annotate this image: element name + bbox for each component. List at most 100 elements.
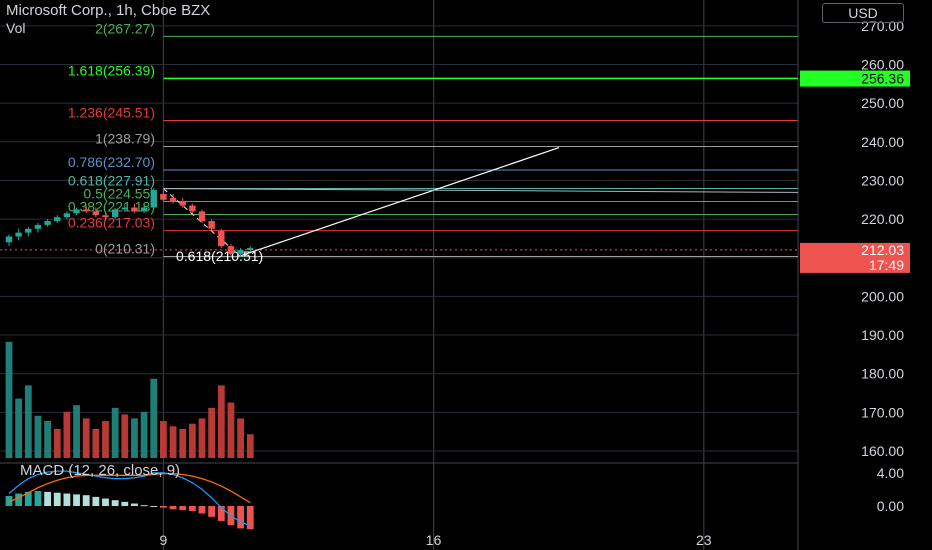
volume-bar bbox=[198, 418, 206, 458]
candle-body bbox=[208, 221, 215, 229]
candle-body bbox=[15, 232, 22, 237]
macd-tick-0: 4.00 bbox=[877, 465, 904, 481]
axis-bg bbox=[799, 0, 932, 550]
macd-hist-bar bbox=[217, 506, 225, 521]
volume-bar bbox=[92, 428, 100, 458]
dashed-line bbox=[163, 188, 241, 258]
candle-body bbox=[5, 236, 13, 243]
candle-body bbox=[63, 213, 71, 218]
candle-body bbox=[73, 209, 80, 214]
macd-hist-bar bbox=[237, 506, 244, 529]
currency-button[interactable]: USD bbox=[822, 3, 904, 23]
macd-hist-bar bbox=[15, 493, 23, 506]
volume-bar bbox=[73, 405, 80, 458]
macd-hist-bar bbox=[150, 506, 158, 507]
price-tick-5: 220.00 bbox=[861, 211, 904, 227]
fib-label-4: 0.786(232.70) bbox=[68, 154, 155, 170]
time-tick-2: 23 bbox=[696, 532, 712, 548]
candle-body bbox=[189, 205, 196, 212]
candle-body bbox=[25, 228, 32, 233]
macd-hist-bar bbox=[198, 506, 206, 514]
candle-body bbox=[54, 217, 61, 222]
macd-pane bbox=[5, 470, 254, 530]
macd-hist-bar bbox=[188, 506, 196, 511]
macd-hist-bar bbox=[208, 506, 216, 517]
candle-body bbox=[111, 209, 119, 218]
candle-body bbox=[218, 230, 225, 247]
macd-label[interactable]: MACD (12, 26, close, 9) bbox=[20, 462, 181, 479]
fib-label-5: 0.618(227.91) bbox=[68, 173, 155, 189]
candle-body bbox=[160, 193, 167, 200]
fib-label-0: 2(267.27) bbox=[95, 20, 155, 36]
volume-bar bbox=[179, 428, 187, 458]
last-price-label: 212.03 bbox=[861, 242, 904, 258]
fib-label-1: 1.618(256.39) bbox=[68, 62, 155, 78]
price-tick-3: 240.00 bbox=[861, 134, 904, 150]
volume-bar bbox=[63, 411, 71, 458]
volume-bar bbox=[131, 418, 138, 458]
price-tick-0: 270.00 bbox=[861, 18, 904, 34]
macd-hist-bar bbox=[44, 491, 51, 506]
macd-hist-bar bbox=[140, 505, 148, 507]
price-tick-2: 250.00 bbox=[861, 95, 904, 111]
volume-bar bbox=[227, 402, 235, 458]
candle-body bbox=[150, 190, 157, 208]
candle-body bbox=[227, 246, 235, 254]
fib-label-3: 1(238.79) bbox=[95, 130, 155, 146]
volume-bar bbox=[5, 341, 13, 458]
candle-body bbox=[169, 197, 177, 202]
time-axis[interactable]: 9 16 23 bbox=[160, 532, 712, 548]
volume-label: Vol bbox=[6, 20, 26, 36]
macd-hist-bar bbox=[34, 491, 42, 506]
volume-bar bbox=[140, 411, 148, 458]
candle-body bbox=[83, 209, 90, 212]
macd-tick-1: 0.00 bbox=[877, 498, 904, 514]
volume-bar bbox=[217, 385, 225, 458]
highlight-price: 256.36 bbox=[861, 71, 904, 87]
macd-hist-bar bbox=[160, 506, 167, 508]
last-price-box bbox=[800, 242, 910, 273]
macd-hist-bar bbox=[24, 491, 32, 506]
macd-hist-bar bbox=[169, 506, 177, 510]
time-tick-0: 9 bbox=[160, 532, 168, 548]
countdown-label: 17:49 bbox=[869, 257, 904, 273]
fib-label-6: 0.5(224.55) bbox=[83, 186, 155, 202]
macd-hist-bar bbox=[102, 498, 109, 506]
price-axis[interactable]: 270.00260.00250.00240.00230.00220.00210.… bbox=[799, 0, 932, 550]
candle-body bbox=[179, 201, 186, 206]
volume-bar bbox=[160, 421, 167, 458]
volume-bar bbox=[53, 428, 61, 458]
volume-bar bbox=[169, 426, 177, 458]
trend-line bbox=[240, 147, 560, 257]
macd-hist-bar bbox=[111, 500, 119, 506]
volume-bar bbox=[237, 418, 244, 458]
macd-hist-bar bbox=[92, 496, 100, 506]
candle-body bbox=[121, 207, 128, 210]
extended-line bbox=[163, 188, 799, 193]
macd-hist-bar bbox=[5, 496, 13, 506]
volume-bar bbox=[111, 407, 119, 458]
volume-bar bbox=[208, 407, 216, 458]
volume-bars bbox=[5, 341, 254, 458]
fib-label-9: 0(210.31) bbox=[95, 241, 155, 257]
candle-body bbox=[34, 224, 42, 229]
macd-hist-bar bbox=[179, 506, 187, 511]
price-tick-4: 230.00 bbox=[861, 172, 904, 188]
signal-line bbox=[8, 472, 251, 504]
volume-bar bbox=[121, 414, 129, 458]
candle-body bbox=[102, 215, 109, 218]
price-tick-11: 160.00 bbox=[861, 443, 904, 459]
volume-bar bbox=[24, 385, 32, 458]
volume-bar bbox=[82, 418, 90, 458]
candles bbox=[5, 188, 254, 257]
symbol-title[interactable]: Microsoft Corp., 1h, Cboe BZX bbox=[6, 2, 211, 19]
macd-hist-bar bbox=[73, 494, 80, 506]
fib-label-8: 0.236(217.03) bbox=[68, 215, 155, 231]
candle-body bbox=[44, 221, 51, 225]
highlight-price-box bbox=[800, 70, 910, 87]
volume-bar bbox=[34, 415, 42, 458]
volume-bar bbox=[246, 434, 254, 458]
fib-label-2: 1.236(245.51) bbox=[68, 105, 155, 121]
candle-body bbox=[198, 211, 206, 222]
